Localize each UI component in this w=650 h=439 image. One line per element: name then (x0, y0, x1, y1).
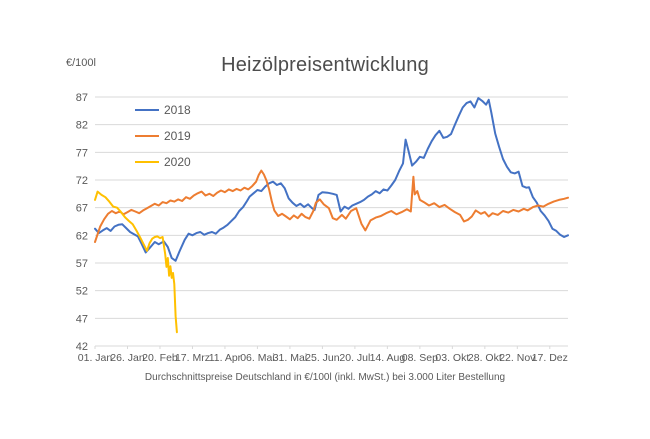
x-tick-label: 01. Jan (78, 352, 113, 364)
x-tick-label: 31. Mai (273, 352, 307, 364)
series-line-2020 (94, 190, 178, 334)
legend-item-2019: 2019 (135, 123, 191, 149)
y-tick-label: 77 (76, 147, 88, 159)
series-line-2019 (94, 169, 569, 243)
legend-label-2020: 2020 (164, 155, 191, 169)
legend-label-2018: 2018 (164, 103, 191, 117)
legend-swatch-2018 (135, 108, 159, 112)
y-tick-label: 42 (76, 341, 88, 353)
x-tick-label: 08. Sep (402, 352, 438, 364)
x-tick-label: 17. Mrz (175, 352, 210, 364)
x-tick-label: 25. Jun (305, 352, 340, 364)
y-tick-label: 82 (76, 120, 88, 132)
x-tick-label: 20. Feb (142, 352, 178, 364)
x-tick-label: 28. Okt (468, 352, 502, 364)
legend: 2018 2019 2020 (135, 97, 191, 175)
chart-subtitle: Durchschnittspreise Deutschland in €/100… (144, 372, 506, 383)
y-tick-label: 57 (76, 258, 88, 270)
legend-label-2019: 2019 (164, 129, 191, 143)
x-tick-label: 11. Apr (209, 352, 242, 364)
x-tick-label: 14. Aug (370, 352, 406, 364)
legend-item-2020: 2020 (135, 149, 191, 175)
chart-title: Heizölpreisentwicklung (221, 54, 429, 76)
y-tick-labels: 87 82 77 72 67 62 57 52 47 42 (76, 92, 88, 353)
series-line-2018 (94, 97, 569, 262)
y-axis-unit-label: €/100l (66, 57, 96, 69)
y-tick-label: 52 (76, 286, 88, 298)
legend-item-2018: 2018 (135, 97, 191, 123)
y-tick-label: 62 (76, 230, 88, 242)
x-tick-label: 03. Okt (435, 352, 469, 364)
y-tick-label: 67 (76, 203, 88, 215)
x-tick-label: 17. Dez (532, 352, 568, 364)
x-tick-label: 20. Jul (339, 352, 370, 364)
x-axis (94, 345, 568, 349)
x-tick-label: 26. Jan (110, 352, 145, 364)
legend-swatch-2020 (135, 160, 159, 164)
y-tick-label: 87 (76, 92, 88, 104)
y-tick-label: 47 (76, 313, 88, 325)
legend-swatch-2019 (135, 134, 159, 138)
x-tick-label: 06. Mai (240, 352, 274, 364)
x-tick-label: 22. Nov (499, 352, 536, 364)
y-tick-label: 72 (76, 175, 88, 187)
